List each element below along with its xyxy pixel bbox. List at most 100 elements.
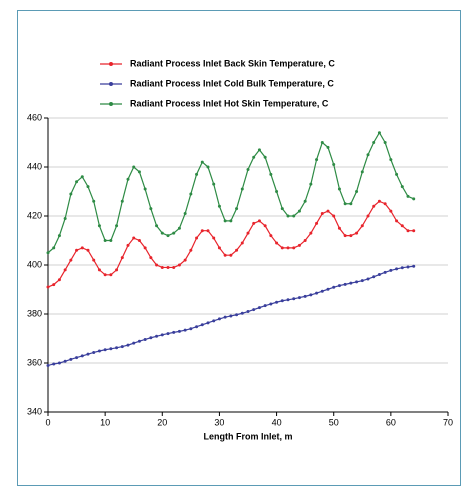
data-point xyxy=(97,268,101,272)
data-point xyxy=(383,141,387,144)
data-point xyxy=(229,314,233,318)
data-point xyxy=(360,279,364,283)
data-point xyxy=(183,212,187,216)
data-point xyxy=(286,214,290,218)
data-point xyxy=(292,246,296,250)
data-point xyxy=(80,354,84,358)
data-point xyxy=(252,221,256,225)
data-point xyxy=(212,236,216,240)
x-tick-label: 10 xyxy=(100,417,110,427)
data-point xyxy=(263,224,267,228)
data-point xyxy=(92,258,96,262)
data-point xyxy=(143,187,147,191)
data-point xyxy=(223,219,227,223)
x-tick-label: 50 xyxy=(329,417,339,427)
data-point xyxy=(63,268,67,272)
data-point xyxy=(332,285,336,289)
data-point xyxy=(126,177,130,181)
data-point xyxy=(275,241,279,245)
data-point xyxy=(235,248,239,252)
data-point xyxy=(360,224,364,228)
data-point xyxy=(86,248,90,252)
data-point xyxy=(46,363,50,367)
data-point xyxy=(343,234,347,238)
data-point xyxy=(412,264,416,268)
data-point xyxy=(412,229,416,233)
data-point xyxy=(166,265,170,269)
x-tick-label: 0 xyxy=(45,417,50,427)
data-point xyxy=(189,248,193,252)
data-point xyxy=(80,175,84,179)
data-point xyxy=(160,265,164,269)
data-point xyxy=(103,239,107,242)
data-point xyxy=(212,182,216,186)
data-point xyxy=(240,241,244,245)
data-point xyxy=(395,267,399,271)
data-point xyxy=(149,336,153,340)
data-point xyxy=(303,239,307,242)
x-tick-label: 70 xyxy=(443,417,453,427)
legend-marker xyxy=(109,62,113,66)
data-point xyxy=(286,246,290,250)
data-point xyxy=(349,202,353,206)
data-point xyxy=(275,190,279,193)
data-point xyxy=(80,246,84,250)
data-point xyxy=(126,243,130,247)
y-tick-label: 340 xyxy=(27,406,42,416)
data-point xyxy=(246,231,250,235)
data-point xyxy=(217,317,221,321)
data-point xyxy=(292,214,296,218)
data-point xyxy=(343,282,347,286)
data-point xyxy=(297,243,301,247)
data-point xyxy=(137,170,141,174)
data-point xyxy=(126,343,130,347)
data-point xyxy=(263,155,267,159)
data-point xyxy=(292,297,296,301)
data-point xyxy=(63,216,67,220)
data-point xyxy=(132,341,136,345)
data-point xyxy=(172,330,176,334)
data-point xyxy=(109,273,113,277)
data-point xyxy=(412,197,416,201)
data-point xyxy=(263,304,267,308)
x-tick-label: 20 xyxy=(157,417,167,427)
legend-label: Radiant Process Inlet Back Skin Temperat… xyxy=(130,58,335,68)
data-point xyxy=(315,221,319,225)
data-point xyxy=(132,165,136,169)
data-point xyxy=(166,332,170,336)
data-point xyxy=(246,167,250,171)
data-point xyxy=(177,329,181,333)
data-point xyxy=(400,185,404,189)
data-point xyxy=(377,199,381,203)
data-point xyxy=(252,155,256,159)
data-point xyxy=(355,280,359,284)
data-point xyxy=(155,334,159,338)
data-point xyxy=(297,209,301,213)
data-point xyxy=(395,219,399,223)
data-point xyxy=(206,165,210,169)
data-point xyxy=(377,131,381,135)
x-axis-label: Length From Inlet, m xyxy=(204,431,293,441)
data-point xyxy=(337,187,341,191)
data-point xyxy=(343,202,347,206)
data-point xyxy=(97,349,101,353)
data-point xyxy=(309,182,313,186)
data-point xyxy=(109,239,113,242)
data-point xyxy=(235,313,239,317)
data-point xyxy=(46,251,50,255)
legend-marker xyxy=(109,82,113,86)
data-point xyxy=(69,192,73,196)
data-point xyxy=(120,199,124,203)
data-point xyxy=(303,199,307,203)
data-point xyxy=(103,348,107,352)
data-point xyxy=(366,153,370,157)
data-point xyxy=(315,158,319,162)
data-point xyxy=(217,246,221,250)
data-point xyxy=(217,204,221,208)
data-point xyxy=(303,294,307,298)
data-point xyxy=(195,325,199,329)
data-point xyxy=(183,328,187,332)
data-point xyxy=(200,160,204,164)
